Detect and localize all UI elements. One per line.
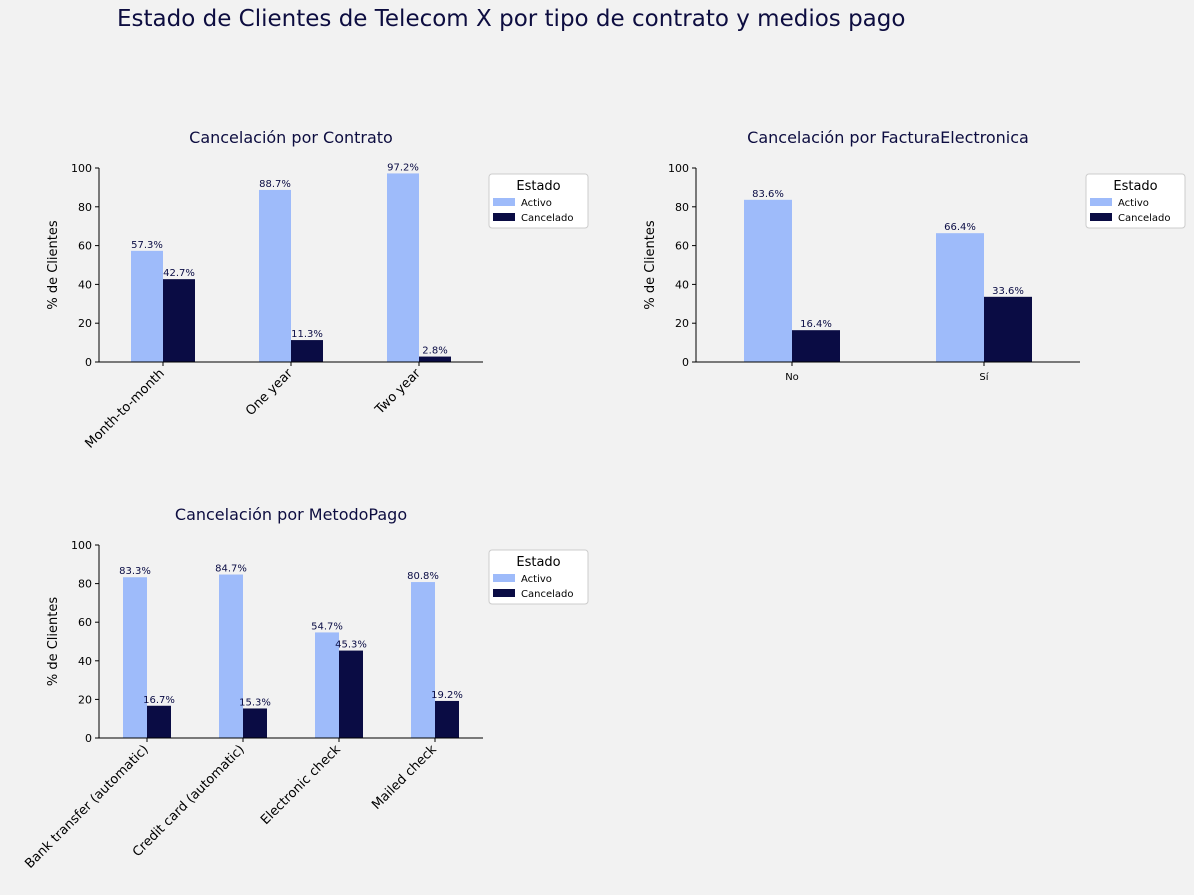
y-tick-label: 0 [85, 356, 92, 369]
legend-label: Activo [521, 574, 552, 585]
legend-swatch [493, 213, 515, 221]
data-label: 11.3% [291, 329, 323, 340]
data-label: 16.4% [800, 319, 832, 330]
legend: Estado Activo Cancelado [1085, 173, 1186, 229]
legend-label: Cancelado [521, 589, 573, 600]
chart-2: Cancelación por FacturaElectronica % de C… [643, 128, 1186, 383]
legend-title: Estado [1113, 179, 1157, 194]
bar-activo [123, 577, 147, 738]
legend-swatch [1090, 213, 1112, 221]
bar-cancelado [147, 705, 171, 738]
y-tick-label: 60 [78, 616, 92, 629]
legend-title: Estado [516, 555, 560, 570]
data-label: 2.8% [422, 346, 447, 357]
x-tick-label: Two year [372, 366, 424, 418]
y-axis-label: % de Clientes [46, 597, 61, 687]
y-tick-label: 80 [78, 578, 92, 591]
y-tick-label: 100 [71, 539, 92, 552]
x-tick-label: No [785, 372, 799, 383]
legend-label: Cancelado [521, 213, 573, 224]
data-label: 42.7% [163, 268, 195, 279]
y-tick-label: 20 [78, 693, 92, 706]
legend-title: Estado [516, 179, 560, 194]
data-label: 88.7% [259, 179, 291, 190]
x-tick-label: Credit card (automatic) [130, 742, 248, 860]
legend-label: Activo [1118, 198, 1149, 209]
x-tick-label: One year [243, 366, 296, 419]
legend-swatch [493, 198, 515, 206]
data-label: 66.4% [944, 222, 976, 233]
chart-title: Cancelación por Contrato [189, 128, 393, 147]
bar-activo [936, 233, 984, 362]
chart-title: Cancelación por MetodoPago [175, 505, 407, 524]
figure-title: Estado de Clientes de Telecom X por tipo… [117, 6, 906, 32]
y-tick-label: 80 [675, 201, 689, 214]
legend-swatch [493, 589, 515, 597]
y-tick-label: 40 [675, 278, 689, 291]
legend-swatch [1090, 198, 1112, 206]
y-tick-label: 60 [78, 240, 92, 253]
bar-cancelado [984, 296, 1032, 362]
data-label: 83.3% [119, 566, 151, 577]
legend: Estado Activo Cancelado [488, 173, 589, 229]
data-label: 84.7% [215, 564, 247, 575]
data-label: 57.3% [131, 240, 163, 251]
y-tick-label: 100 [668, 162, 689, 175]
bar-activo [315, 632, 339, 738]
y-tick-label: 40 [78, 278, 92, 291]
legend-label: Activo [521, 198, 552, 209]
chart-1: Cancelación por Contrato % de Clientes 57.… [46, 128, 589, 452]
y-tick-label: 20 [78, 317, 92, 330]
x-tick-label: Month-to-month [83, 366, 168, 451]
legend-label: Cancelado [1118, 213, 1170, 224]
data-label: 54.7% [311, 621, 343, 632]
data-label: 83.6% [752, 189, 784, 200]
bar-activo [259, 189, 291, 362]
bar-activo [131, 250, 163, 362]
y-tick-label: 60 [675, 240, 689, 253]
bar-activo [411, 582, 435, 738]
y-tick-label: 20 [675, 317, 689, 330]
data-label: 97.2% [387, 162, 419, 173]
data-label: 45.3% [335, 640, 367, 651]
y-tick-label: 100 [71, 162, 92, 175]
bar-cancelado [792, 330, 840, 362]
y-axis-label: % de Clientes [46, 220, 61, 310]
chart-title: Cancelación por FacturaElectronica [747, 128, 1029, 147]
x-tick-label: Sí [979, 371, 989, 383]
data-label: 15.3% [239, 697, 271, 708]
x-tick-label: Mailed check [369, 742, 440, 813]
x-tick-label: Electronic check [258, 742, 344, 828]
y-tick-label: 80 [78, 201, 92, 214]
y-axis-label: % de Clientes [643, 220, 658, 310]
bar-activo [744, 199, 792, 362]
data-label: 33.6% [992, 286, 1024, 297]
bar-cancelado [419, 356, 451, 362]
y-tick-label: 40 [78, 655, 92, 668]
data-label: 80.8% [407, 571, 439, 582]
bar-activo [219, 574, 243, 738]
data-label: 16.7% [143, 695, 175, 706]
y-tick-label: 0 [85, 732, 92, 745]
bar-cancelado [163, 279, 195, 362]
bar-cancelado [339, 650, 363, 738]
legend: Estado Activo Cancelado [488, 549, 589, 605]
bar-activo [387, 173, 419, 362]
legend-swatch [493, 574, 515, 582]
bar-cancelado [435, 700, 459, 738]
data-label: 19.2% [431, 690, 463, 701]
chart-3: Cancelación por MetodoPago % de Clientes 8… [22, 505, 589, 872]
y-tick-label: 0 [682, 356, 689, 369]
bar-cancelado [243, 708, 267, 738]
bar-cancelado [291, 340, 323, 362]
